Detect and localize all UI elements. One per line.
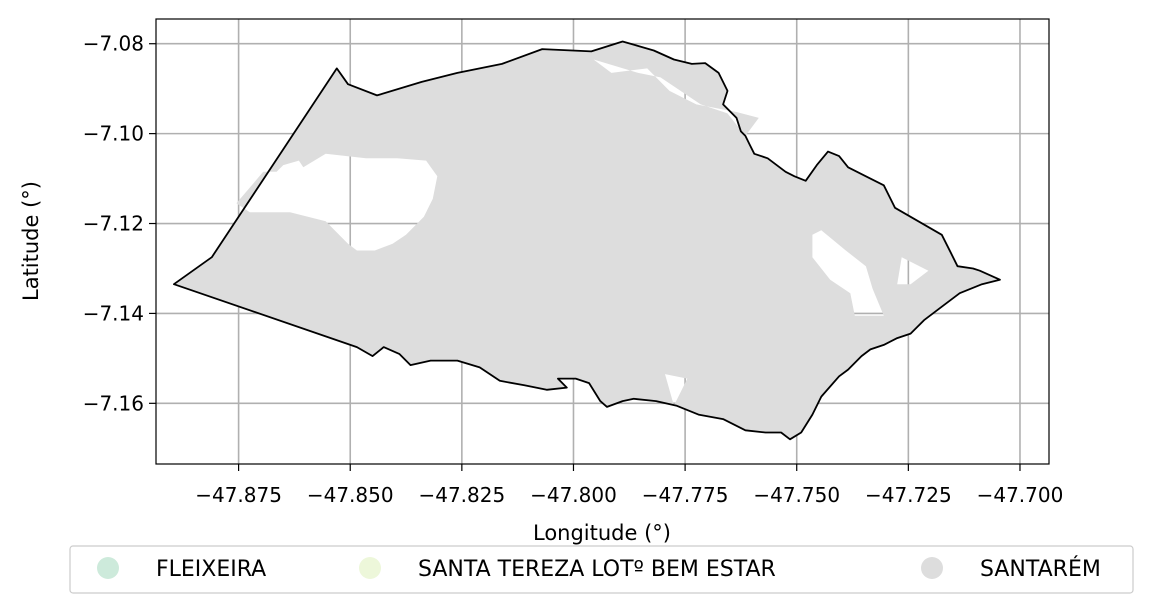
legend: FLEIXEIRA SANTA TEREZA LOTº BEM ESTAR SANT… — [70, 546, 1133, 593]
legend-label: FLEIXEIRA — [156, 557, 266, 582]
x-tick-label: −47.800 — [530, 483, 617, 507]
x-tick-label: −47.700 — [977, 483, 1064, 507]
legend-marker — [921, 557, 943, 579]
y-tick-label: −7.14 — [83, 301, 144, 325]
legend-label: SANTARÉM — [980, 556, 1101, 582]
y-tick-label: −7.16 — [83, 391, 144, 415]
x-tick-label: −47.725 — [865, 483, 952, 507]
x-tick-label: −47.825 — [418, 483, 505, 507]
legend-item: SANTA TEREZA LOTº BEM ESTAR — [359, 557, 776, 582]
x-tick-label: −47.750 — [753, 483, 840, 507]
legend-marker — [359, 557, 381, 579]
legend-marker — [97, 557, 119, 579]
x-tick-label: −47.875 — [195, 483, 282, 507]
x-tick-label: −47.850 — [307, 483, 394, 507]
y-tick-label: −7.08 — [83, 32, 144, 56]
legend-label: SANTA TEREZA LOTº BEM ESTAR — [418, 557, 776, 582]
x-axis-title: Longitude (°) — [533, 521, 671, 545]
x-tick-label: −47.775 — [642, 483, 729, 507]
y-tick-label: −7.12 — [83, 212, 144, 236]
y-axis-title: Latitude (°) — [19, 181, 43, 301]
y-tick-label: −7.10 — [83, 122, 144, 146]
